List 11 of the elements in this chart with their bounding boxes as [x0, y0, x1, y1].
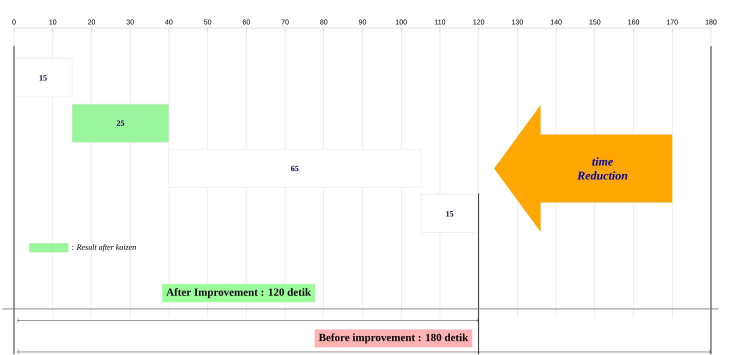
- text: After Improvement : 120 detik: [166, 288, 312, 298]
- data-label: 15: [40, 75, 47, 81]
- text: Before improvement : 180 detik: [318, 334, 468, 344]
- annotation: time Reduction: [577, 157, 628, 180]
- data-label: 65: [291, 166, 298, 172]
- bar: [72, 104, 170, 143]
- data-label: 15: [446, 211, 454, 217]
- text: : Result after kaizen: [72, 244, 136, 252]
- data-label: 25: [116, 120, 124, 126]
- bar: [168, 149, 421, 188]
- bar: [420, 194, 479, 234]
